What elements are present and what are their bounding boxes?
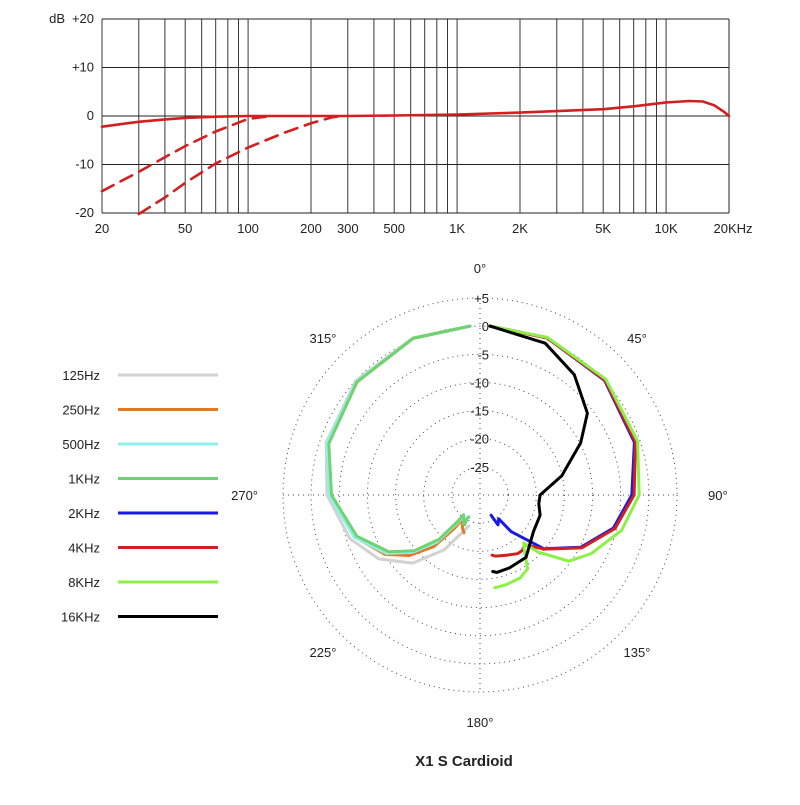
- legend-label: 16KHz: [61, 610, 100, 625]
- polar-angle-label: 315°: [310, 331, 337, 346]
- fr-x-tick-label: 500: [383, 221, 405, 236]
- legend-item: 2KHz: [68, 506, 218, 521]
- fr-x-tick-label: 20: [95, 221, 109, 236]
- polar-angle-label: 45°: [627, 331, 647, 346]
- fr-y-tick-label: +20: [72, 11, 94, 26]
- polar-ring: [282, 297, 678, 693]
- legend-item: 8KHz: [68, 575, 218, 590]
- polar-legend: 125Hz 250Hz 500Hz 1KHz 2KHz 4KHz 8KHz 16KHz: [61, 368, 218, 625]
- fr-x-tick-label: 2K: [512, 221, 528, 236]
- polar-ring: [338, 353, 622, 637]
- polar-angle-label: 180°: [467, 715, 494, 730]
- fr-x-tick-label: 20KHz: [713, 221, 752, 236]
- polar-curve-16khz: [488, 324, 589, 574]
- polar-ring-label: 0: [482, 319, 489, 334]
- polar-ring: [451, 466, 509, 524]
- legend-label: 500Hz: [62, 437, 100, 452]
- fr-x-tick-label: 300: [337, 221, 359, 236]
- fr-y-tick-label: +10: [72, 60, 94, 75]
- polar-angle-label: 0°: [474, 261, 486, 276]
- polar-curve-500hz: [325, 324, 472, 555]
- polar-angle-label: 135°: [624, 645, 651, 660]
- polar-ring-label: -5: [477, 347, 489, 362]
- fr-series-line-3: [137, 114, 343, 216]
- polar-chart-title: X1 S Cardioid: [415, 753, 513, 770]
- legend-item: 4KHz: [68, 541, 218, 556]
- fr-y-tick-label: 0: [87, 108, 94, 123]
- polar-angle-label: 225°: [310, 645, 337, 660]
- fr-series-line-2: [100, 114, 274, 193]
- polar-ring-label: -15: [470, 404, 489, 419]
- legend-item: 500Hz: [62, 437, 218, 452]
- fr-x-tick-label: 1K: [449, 221, 465, 236]
- fr-x-tick-label: 50: [178, 221, 192, 236]
- fr-y-tick-label: -20: [75, 205, 94, 220]
- fr-x-tick-label: 5K: [595, 221, 611, 236]
- polar-ring-label: -10: [470, 375, 489, 390]
- fr-y-tick-label: -10: [75, 157, 94, 172]
- polar-angle-label: 270°: [231, 488, 258, 503]
- legend-label: 4KHz: [68, 541, 100, 556]
- polar-ring-label: -20: [470, 432, 489, 447]
- fr-x-tick-label: 200: [300, 221, 322, 236]
- legend-label: 2KHz: [68, 506, 100, 521]
- legend-item: 250Hz: [62, 403, 218, 418]
- fr-x-tick-label: 10K: [655, 221, 678, 236]
- legend-label: 125Hz: [62, 368, 100, 383]
- polar-ring-label: -25: [470, 460, 489, 475]
- polar-curve-8khz: [488, 324, 641, 590]
- polar-ring: [423, 438, 537, 552]
- polar-ring: [366, 381, 594, 609]
- fr-series-line-1: [100, 99, 731, 128]
- polar-pattern-chart: +5 0 -5 -10 -15 -20 -25 0° 45° 90° 135° 180° 225° 270…: [231, 261, 728, 730]
- polar-ring: [395, 410, 565, 580]
- legend-label: 250Hz: [62, 403, 100, 418]
- legend-label: 8KHz: [68, 575, 100, 590]
- polar-ring-label: +5: [474, 291, 489, 306]
- polar-curve-1khz: [327, 324, 472, 554]
- legend-item: 1KHz: [68, 472, 218, 487]
- fr-y-unit-label: dB: [49, 11, 65, 26]
- fr-x-tick-label: 100: [237, 221, 259, 236]
- polar-curve-250hz: [326, 324, 472, 557]
- polar-angle-label: 90°: [708, 488, 728, 503]
- legend-item: 16KHz: [61, 610, 218, 625]
- legend-label: 1KHz: [68, 472, 100, 487]
- legend-item: 125Hz: [62, 368, 218, 383]
